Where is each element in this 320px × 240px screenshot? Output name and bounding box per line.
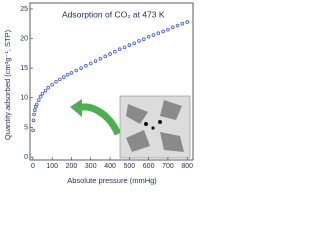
data-point: [146, 34, 151, 39]
x-tick-label: 100: [46, 163, 58, 170]
data-point: [88, 61, 93, 66]
data-point: [161, 29, 165, 34]
x-tick-label: 500: [123, 163, 135, 170]
data-point: [113, 49, 117, 54]
data-point: [127, 43, 132, 47]
inset-structure: [126, 100, 184, 152]
x-tick-label: 400: [104, 163, 116, 170]
data-point: [40, 91, 45, 96]
data-point: [43, 88, 48, 93]
data-point: [61, 75, 66, 79]
data-point: [69, 71, 74, 75]
marks: [31, 20, 190, 133]
data-point: [151, 33, 156, 37]
chart: Adsorption of CO₂ at 473 K Absolute pres…: [3, 2, 194, 185]
data-point: [54, 79, 58, 84]
y-tick-label: 5: [24, 124, 28, 131]
data-point: [31, 128, 35, 133]
data-point: [84, 64, 88, 68]
y-axis-label: Quantity adsorbed (cm³g⁻¹, STP): [3, 29, 12, 140]
arrow: [76, 103, 122, 136]
data-point: [175, 23, 180, 28]
data-point: [50, 82, 54, 87]
data-point: [36, 98, 41, 102]
chart-title: Adsorption of CO₂ at 473 K: [62, 9, 165, 19]
y-tick-label: 10: [20, 95, 28, 102]
x-tick-label: 700: [162, 163, 174, 170]
data-point: [34, 102, 39, 107]
y-tick-label: 0: [24, 154, 28, 161]
x-tick-label: 200: [66, 163, 78, 170]
data-point: [122, 45, 127, 50]
data-point: [132, 41, 136, 46]
data-point: [93, 59, 98, 63]
data-point: [103, 54, 108, 59]
x-tick-label: 300: [85, 163, 97, 170]
y-tick-label: 15: [20, 65, 28, 72]
data-point: [156, 31, 161, 36]
data-point: [170, 25, 175, 30]
y-tick-label: 20: [20, 35, 28, 42]
data-point: [33, 108, 37, 113]
data-point: [46, 85, 51, 90]
x-tick-label: 0: [31, 163, 35, 170]
plot-frame: [29, 2, 194, 161]
data-point: [58, 77, 62, 82]
data-point: [108, 52, 112, 56]
x-tick-label: 600: [143, 163, 155, 170]
data-point: [180, 21, 185, 26]
data-point: [117, 47, 122, 52]
data-point: [98, 56, 103, 61]
x-axis-label: Absolute pressure (mmHg): [67, 176, 157, 185]
x-tick-label: 800: [181, 163, 193, 170]
arrow-head: [70, 99, 82, 117]
data-point: [79, 66, 83, 70]
data-point: [166, 27, 170, 32]
data-point: [65, 72, 70, 77]
data-point: [31, 118, 36, 123]
data-point: [185, 20, 190, 24]
data-point: [38, 94, 43, 99]
data-point: [74, 68, 79, 73]
page: Adsorption of CO₂ at 473 K Absolute pres…: [2, 2, 194, 185]
data-point: [142, 37, 146, 41]
y-tick-label: 25: [20, 6, 28, 13]
data-point: [137, 39, 141, 43]
data-point: [32, 112, 36, 117]
